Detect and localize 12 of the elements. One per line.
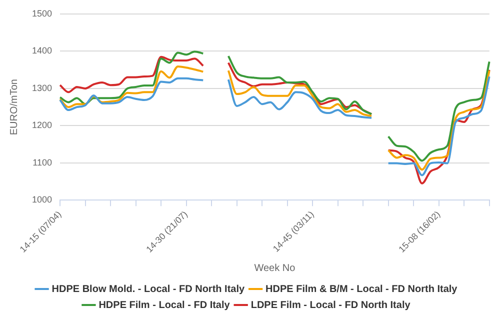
y-tick-label: 1200 <box>32 120 52 130</box>
y-tick-label: 1000 <box>32 194 52 205</box>
legend-label: HDPE Film - Local - FD Italy <box>98 300 230 311</box>
legend-label: HDPE Film & B/M - Local - FD North Italy <box>266 284 458 295</box>
y-tick-label: 1300 <box>32 82 52 93</box>
legend-label: HDPE Blow Mold. - Local - FD North Italy <box>52 284 245 295</box>
y-tick-label: 1500 <box>32 8 52 18</box>
y-tick-label: 1100 <box>32 157 52 168</box>
x-axis-title: Week No <box>254 262 296 274</box>
legend-label: LDPE Film - Local - FD North Italy <box>250 300 411 311</box>
y-axis-title: EURO/mTon <box>8 79 20 136</box>
y-tick-label: 1400 <box>32 46 52 56</box>
